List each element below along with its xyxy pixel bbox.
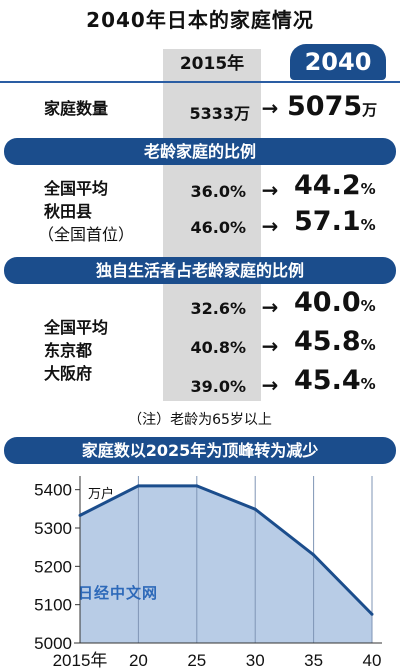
arrow-icon: →: [261, 96, 279, 120]
y-tick-label: 5200: [34, 557, 72, 576]
section2-row1-2040-value: 40.0: [294, 287, 361, 318]
households-label: 家庭数量: [44, 99, 109, 118]
section2-label-tokyo: 东京都: [44, 341, 93, 360]
section1-label-rank: （全国首位）: [38, 225, 135, 244]
section1-row1-2015: 36.0%: [190, 182, 246, 201]
households-2040-unit: 万: [362, 101, 378, 119]
section2-row1-2040-unit: %: [360, 297, 376, 315]
x-tick-label: 2015年: [53, 651, 108, 670]
section2-row3-2040-value: 45.4: [294, 365, 361, 396]
y-tick-label: 5300: [34, 519, 72, 538]
y-axis-label: 万户: [88, 486, 114, 502]
section2-row2-2015: 40.8%: [190, 338, 246, 357]
section1-row2-2015: 46.0%: [190, 218, 246, 237]
y-tick-label: 5400: [34, 481, 72, 500]
arrow-icon: →: [261, 178, 279, 202]
data-point: [78, 513, 82, 517]
x-tick-label: 35: [304, 651, 323, 670]
x-tick-label: 20: [129, 651, 148, 670]
arrow-icon: →: [261, 214, 279, 238]
footnote: （注）老龄为65岁以上: [128, 412, 272, 428]
area-fill: [80, 485, 372, 643]
divider: [0, 81, 400, 83]
section2-label-osaka: 大阪府: [44, 364, 93, 383]
x-tick-label: 30: [246, 651, 265, 670]
section1-row1-2040-value: 44.2: [294, 170, 361, 201]
chart-banner: 家庭数以2025年为顶峰转为减少: [4, 437, 396, 464]
section1-label-akita: 秋田县: [44, 202, 93, 221]
y-tick-label: 5000: [34, 634, 72, 653]
section1-row1-2040-unit: %: [360, 180, 376, 198]
arrow-icon: →: [261, 295, 279, 319]
section2-label-national: 全国平均: [44, 318, 109, 337]
section1-row2-2040-value: 57.1: [294, 206, 361, 237]
watermark: 日经中文网: [78, 584, 159, 602]
section1-banner: 老龄家庭的比例: [4, 138, 396, 165]
section2-banner: 独自生活者占老龄家庭的比例: [4, 257, 396, 284]
section2-row2-2040-value: 45.8: [294, 326, 361, 357]
household-chart: 5000 5100 5200 5300 5400 万户 2015年 20 25 30 35 40: [34, 476, 382, 670]
section1-label-national: 全国平均: [44, 179, 109, 198]
x-tick-label: 25: [187, 651, 206, 670]
section2-row3-2015: 39.0%: [190, 377, 246, 396]
arrow-icon: →: [261, 373, 279, 397]
households-2040: 5075万: [287, 91, 377, 122]
data-point: [370, 612, 374, 616]
section1-row2-2040-unit: %: [360, 216, 376, 234]
header-2015: 2015年: [179, 54, 245, 74]
column-2015-background: [163, 49, 261, 401]
header-2040: 2040: [290, 44, 386, 80]
data-point: [136, 484, 140, 488]
section2-row2-2040-unit: %: [360, 336, 376, 354]
data-point: [253, 507, 257, 511]
page-title: 2040年日本的家庭情况: [86, 8, 314, 32]
section2-row2-2040: 45.8%: [294, 326, 376, 357]
section1-row2-2040: 57.1%: [294, 206, 376, 237]
data-point: [312, 553, 316, 557]
series-line: [79, 484, 374, 616]
data-point: [195, 484, 199, 488]
section2-row1-2015: 32.6%: [190, 299, 246, 318]
households-2040-value: 5075: [287, 91, 363, 122]
section1-row1-2040: 44.2%: [294, 170, 376, 201]
households-2015: 5333万: [189, 104, 250, 123]
x-tick-label: 40: [363, 651, 382, 670]
section2-row1-2040: 40.0%: [294, 287, 376, 318]
arrow-icon: →: [261, 334, 279, 358]
section2-row3-2040: 45.4%: [294, 365, 376, 396]
section2-row3-2040-unit: %: [360, 375, 376, 393]
y-tick-label: 5100: [34, 596, 72, 615]
